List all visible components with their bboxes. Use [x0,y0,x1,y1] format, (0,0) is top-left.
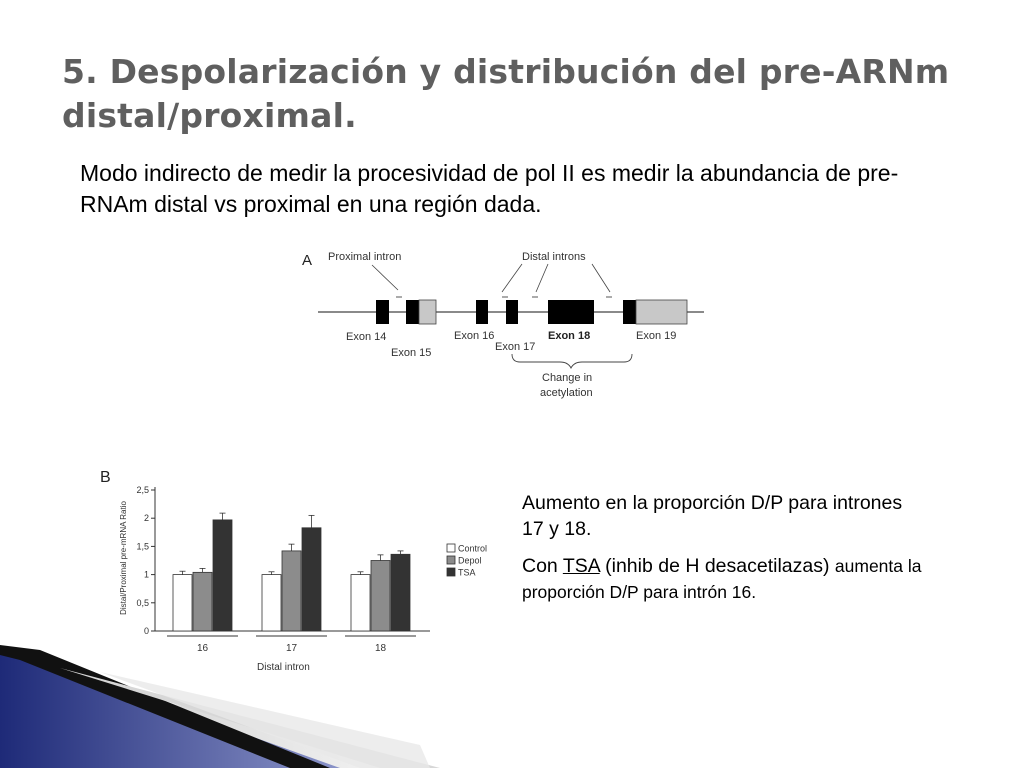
note-1: Aumento en la proporción D/P para intron… [522,492,903,540]
exon-19-label: Exon 19 [636,330,676,342]
exon-15-light [418,299,437,325]
y-tick-label: 1 [144,570,149,580]
legend-swatch-control [446,543,456,553]
note-2-prefix: Con [522,555,563,577]
exon-15-label: Exon 15 [391,347,431,359]
legend-label-tsa: TSA [458,568,476,578]
exon-17-label: Exon 17 [495,341,535,353]
exon-19-dark [623,300,636,324]
proximal-pointer [371,264,399,291]
y-tick-label: 2,5 [136,485,149,495]
acetylation-bracket [511,353,633,370]
panel-b-label: B [100,469,111,486]
distal-pointer-2 [535,263,549,293]
bracket-label-line2: acetylation [540,387,593,399]
x-tick-label: 17 [286,643,298,654]
panel-a-label: A [302,252,312,269]
note-2: Con TSA (inhib de H desacetilazas) aumen… [522,553,922,605]
bar-tsa-16 [212,519,233,632]
slide-title: 5. Despolarización y distribución del pr… [62,52,950,135]
gene-diagram: A Proximal intron Distal introns Exon 14… [302,251,704,399]
note-2-tsa: TSA [562,555,600,577]
bar-control-18 [350,574,371,632]
legend-swatch-tsa [446,567,456,577]
x-tick-label: 18 [375,643,387,654]
legend-label-control: Control [458,544,487,554]
exon-19-light [635,299,688,325]
x-axis-label: Distal intron [257,662,310,673]
y-tick-label: 0 [144,626,149,636]
y-axis-label: Distal/Proximal pre-mRNA Ratio [119,501,128,615]
distal-introns-label: Distal introns [522,251,586,263]
exon-16-label: Exon 16 [454,330,494,342]
exon-17 [506,300,518,324]
exon-14 [376,300,389,324]
bar-depol-18 [370,560,391,632]
y-tick-label: 2 [144,513,149,523]
proximal-intron-label: Proximal intron [328,251,401,263]
exon-15-dark [406,300,419,324]
bar-control-17 [261,574,282,632]
bar-chart: B Distal/Proximal pre-mRNA Ratio Distal … [100,469,487,673]
note-2-middle: (inhib de H desacetilazas) [599,555,835,577]
distal-pointer-1 [501,263,523,293]
y-tick-label: 1,5 [136,541,149,551]
bar-tsa-18 [390,553,411,632]
bar-depol-17 [281,550,302,632]
x-tick-label: 16 [197,643,209,654]
exon-18-label: Exon 18 [548,330,590,342]
bar-tsa-17 [301,527,322,632]
bracket-label-line1: Change in [542,372,592,384]
bar-depol-16 [192,571,213,632]
distal-pointer-3 [591,263,611,293]
intro-text: Modo indirecto de medir la procesividad … [80,160,899,217]
note-2-suffix: aumenta la proporción D/P para intrón 16… [522,556,922,602]
legend-swatch-depol [446,555,456,565]
exon-18 [548,300,594,324]
exon-14-label: Exon 14 [346,331,386,343]
notes: Aumento en la proporción D/P para intron… [522,490,922,616]
legend-label-depol: Depol [458,556,482,566]
bar-control-16 [172,574,193,632]
exon-16 [476,300,488,324]
y-tick-label: 0,5 [136,598,149,608]
